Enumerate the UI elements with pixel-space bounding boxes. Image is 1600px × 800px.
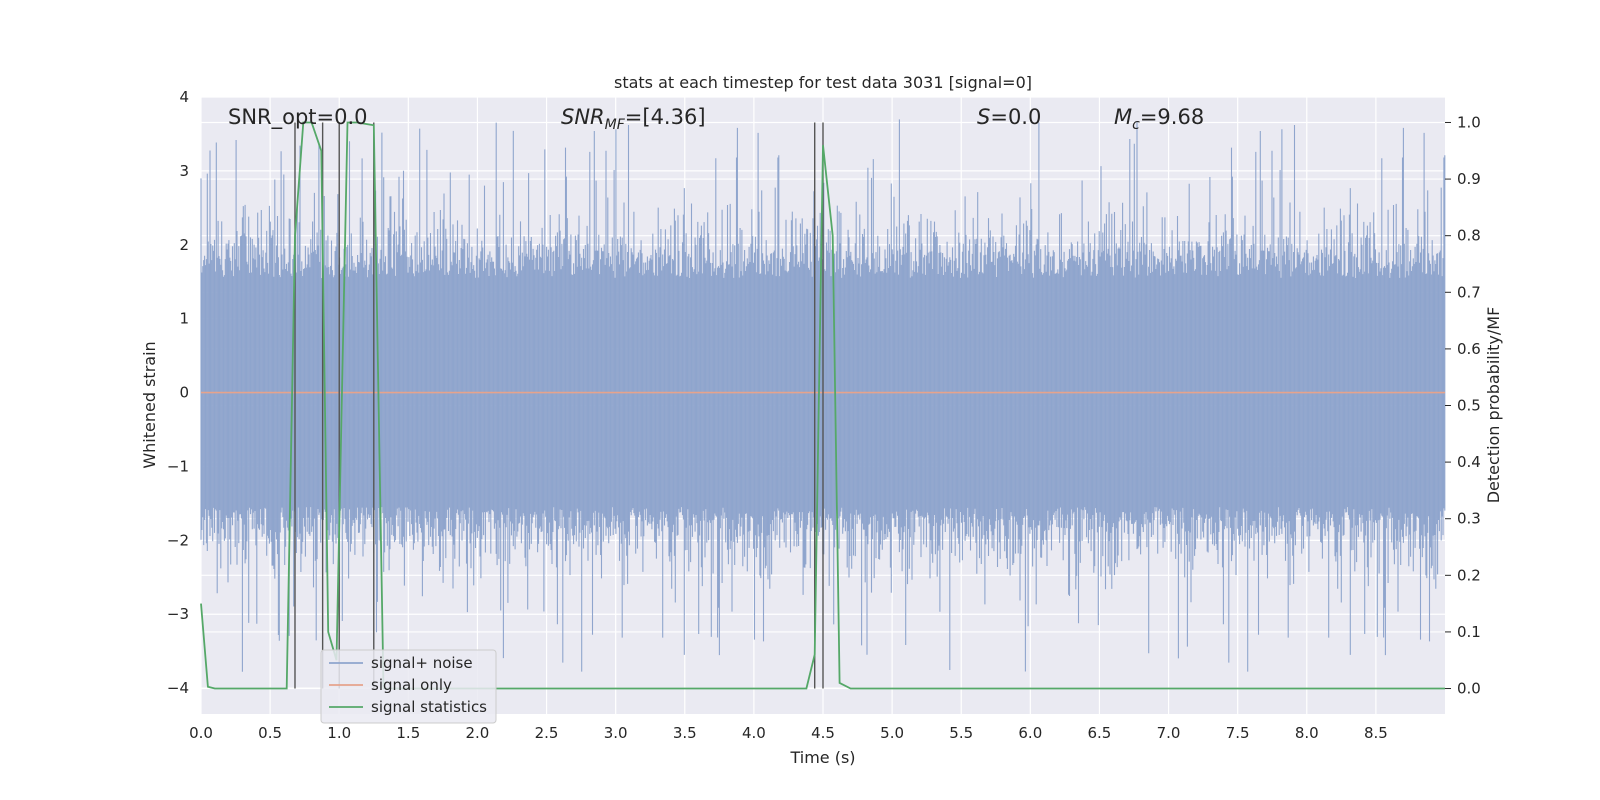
x-tick-label: 4.5 (811, 724, 835, 742)
y-tick-label: −2 (167, 531, 189, 549)
y2-tick-label: 0.3 (1457, 510, 1481, 528)
mc-value: =9.68 (1140, 105, 1204, 129)
y-tick-label: 4 (179, 88, 189, 106)
x-tick-label: 4.0 (742, 724, 766, 742)
x-tick-label: 1.0 (327, 724, 351, 742)
y2-tick-label: 0.0 (1457, 680, 1481, 698)
x-tick-label: 7.5 (1226, 724, 1250, 742)
y-tick-label: 3 (179, 162, 189, 180)
snr-mf-main: SNR (561, 105, 605, 129)
legend-box (320, 649, 497, 724)
x-tick-label: 2.0 (466, 724, 490, 742)
y-tick-labels: 4 3 2 1 0 −1 −2 −3 −4 (167, 88, 189, 697)
snr-mf-sub: MF (605, 117, 626, 133)
legend: signal+ noise signal only signal statist… (320, 649, 497, 724)
x-tick-label: 1.5 (396, 724, 420, 742)
x-tick-label: 8.0 (1295, 724, 1319, 742)
x-axis-label: Time (s) (789, 748, 855, 767)
mc-main: M (1114, 105, 1132, 129)
signal-statistics-series (200, 121, 1445, 690)
signal-noise-series (200, 119, 1446, 672)
y2-tick-label: 0.5 (1457, 397, 1481, 415)
y-tick-label: −4 (167, 679, 189, 697)
y2-tick-label: 0.2 (1457, 566, 1481, 584)
mc-sub: c (1132, 117, 1140, 133)
s-value: =0.0 (990, 105, 1041, 129)
y-tick-label: 2 (179, 236, 189, 254)
x-tick-label: 0.0 (189, 724, 213, 742)
legend-label-signal-noise: signal+ noise (371, 654, 473, 672)
x-tick-label: 8.5 (1364, 724, 1388, 742)
y2-tick-label: 0.8 (1457, 227, 1481, 245)
x-tick-label: 3.5 (673, 724, 697, 742)
snr-mf-value: =[4.36] (625, 105, 706, 129)
y-tick-label: −3 (167, 605, 189, 623)
y-tick-label: 0 (179, 384, 189, 402)
x-tick-label: 0.5 (258, 724, 282, 742)
x-tick-label: 5.0 (880, 724, 904, 742)
annotation-snr-mf: SNRMF=[4.36] (561, 105, 706, 133)
y2-tick-labels: 1.0 0.9 0.8 0.7 0.6 0.5 0.4 0.3 0.2 0.1 0.0 (1445, 113, 1481, 698)
y2-tick-label: 0.6 (1457, 340, 1481, 358)
x-tick-label: 6.0 (1018, 724, 1042, 742)
vertical-markers (294, 122, 824, 689)
x-tick-label: 5.5 (949, 724, 973, 742)
y2-tick-label: 1.0 (1457, 113, 1481, 131)
x-tick-label: 7.0 (1157, 724, 1181, 742)
annotation-s: S=0.0 (977, 105, 1041, 129)
legend-label-signal-statistics: signal statistics (371, 698, 487, 716)
x-tick-label: 3.0 (604, 724, 628, 742)
y-tick-label: −1 (167, 457, 189, 475)
x-tick-label: 6.5 (1088, 724, 1112, 742)
y2-tick-label: 0.1 (1457, 623, 1481, 641)
y2-axis-label: Detection probability/MF (1484, 307, 1503, 504)
y2-tick-label: 0.9 (1457, 170, 1481, 188)
s-main: S (977, 105, 990, 129)
chart-title: stats at each timestep for test data 303… (614, 73, 1032, 92)
legend-label-signal-only: signal only (371, 676, 452, 694)
y-tick-label: 1 (179, 310, 189, 328)
y2-tick-label: 0.7 (1457, 283, 1481, 301)
x-tick-labels: 0.0 0.5 1.0 1.5 2.0 2.5 3.0 3.5 4.0 4.5 5.0 5.5 6.0 6… (189, 724, 1388, 742)
y2-tick-label: 0.4 (1457, 453, 1481, 471)
x-tick-label: 2.5 (535, 724, 559, 742)
annotation-mc: Mc=9.68 (1114, 105, 1204, 133)
annotation-snr-opt: SNR_opt=0.0 (228, 105, 368, 130)
y-axis-label: Whitened strain (140, 341, 159, 468)
